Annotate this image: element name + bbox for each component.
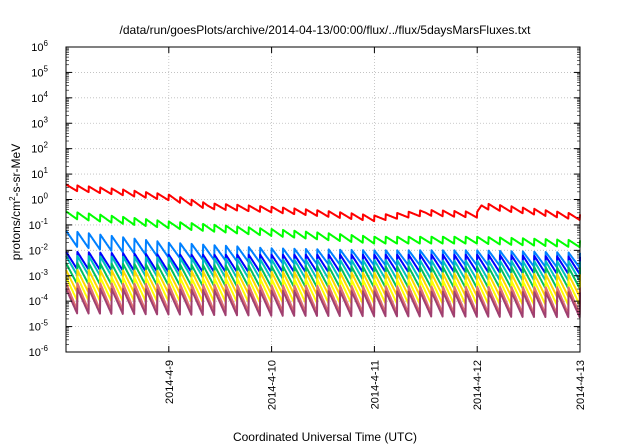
x-axis-label: Coordinated Universal Time (UTC)	[233, 430, 417, 444]
y-tick-base: 10	[31, 67, 43, 79]
y-tick-label: 103	[31, 115, 48, 130]
chart-title: /data/run/goesPlots/archive/2014-04-13/0…	[120, 23, 532, 37]
series-line-6	[65, 262, 581, 290]
y-tick-label: 10-4	[29, 293, 49, 308]
y-tick-base: 10	[31, 93, 43, 105]
y-tick-base: 10	[29, 245, 41, 257]
series-line-5	[65, 254, 581, 282]
series-layer	[65, 183, 581, 319]
x-tick-label: 2014-4-9	[164, 360, 176, 404]
y-tick-exponent: 3	[44, 115, 49, 124]
y-tick-label: 10-6	[29, 344, 49, 359]
y-tick-exponent: 1	[44, 166, 49, 175]
series-line-4	[65, 250, 581, 276]
y-tick-label: 106	[31, 39, 48, 54]
y-tick-label: 102	[31, 141, 48, 156]
y-tick-base: 10	[29, 347, 41, 359]
y-tick-base: 10	[29, 322, 41, 334]
y-axis-label: protons/cm2-s-sr-MeV	[8, 144, 23, 260]
axis-ticks: 10-610-510-410-310-210-11001011021031041…	[29, 39, 587, 410]
y-tick-exponent: -2	[41, 242, 49, 251]
y-tick-base: 10	[31, 144, 43, 156]
x-tick-label: 2014-4-11	[369, 360, 381, 409]
y-axis-label-base: protons/cm	[9, 201, 23, 260]
x-tick-label: 2014-4-12	[472, 360, 484, 410]
y-tick-exponent: 4	[44, 90, 49, 99]
y-tick-label: 104	[31, 90, 48, 105]
y-tick-exponent: -5	[41, 319, 49, 328]
y-tick-base: 10	[29, 296, 41, 308]
y-tick-exponent: -3	[41, 268, 49, 277]
y-tick-exponent: -4	[41, 293, 49, 302]
series-line-3	[65, 230, 581, 269]
series-line-7	[65, 269, 581, 298]
y-tick-base: 10	[31, 169, 43, 181]
y-tick-base: 10	[31, 42, 43, 54]
y-axis-label-sup: 2	[8, 196, 17, 201]
y-tick-exponent: 0	[44, 192, 49, 201]
y-tick-label: 10-2	[29, 242, 49, 257]
series-line-1	[65, 183, 581, 223]
x-tick-label: 2014-4-10	[267, 360, 279, 410]
y-tick-base: 10	[29, 271, 41, 283]
x-tick-label: 2014-4-13	[575, 360, 587, 410]
y-tick-exponent: 2	[44, 141, 49, 150]
y-tick-base: 10	[31, 195, 43, 207]
y-axis-label-rest: -s-sr-MeV	[9, 144, 23, 197]
y-tick-label: 101	[31, 166, 48, 181]
y-tick-exponent: 5	[44, 64, 49, 73]
series-line-10	[65, 287, 581, 319]
y-tick-label: 10-5	[29, 319, 49, 334]
series-line-2	[65, 210, 581, 249]
y-tick-label: 100	[31, 192, 48, 207]
series-line-8	[65, 276, 581, 306]
y-tick-label: 10-1	[29, 217, 49, 232]
y-tick-base: 10	[29, 220, 41, 232]
y-tick-label: 105	[31, 64, 48, 79]
y-tick-exponent: 6	[44, 39, 49, 48]
y-tick-label: 10-3	[29, 268, 49, 283]
series-line-9	[65, 282, 581, 316]
y-tick-base: 10	[31, 118, 43, 130]
y-tick-exponent: -6	[41, 344, 49, 353]
y-tick-exponent: -1	[41, 217, 49, 226]
